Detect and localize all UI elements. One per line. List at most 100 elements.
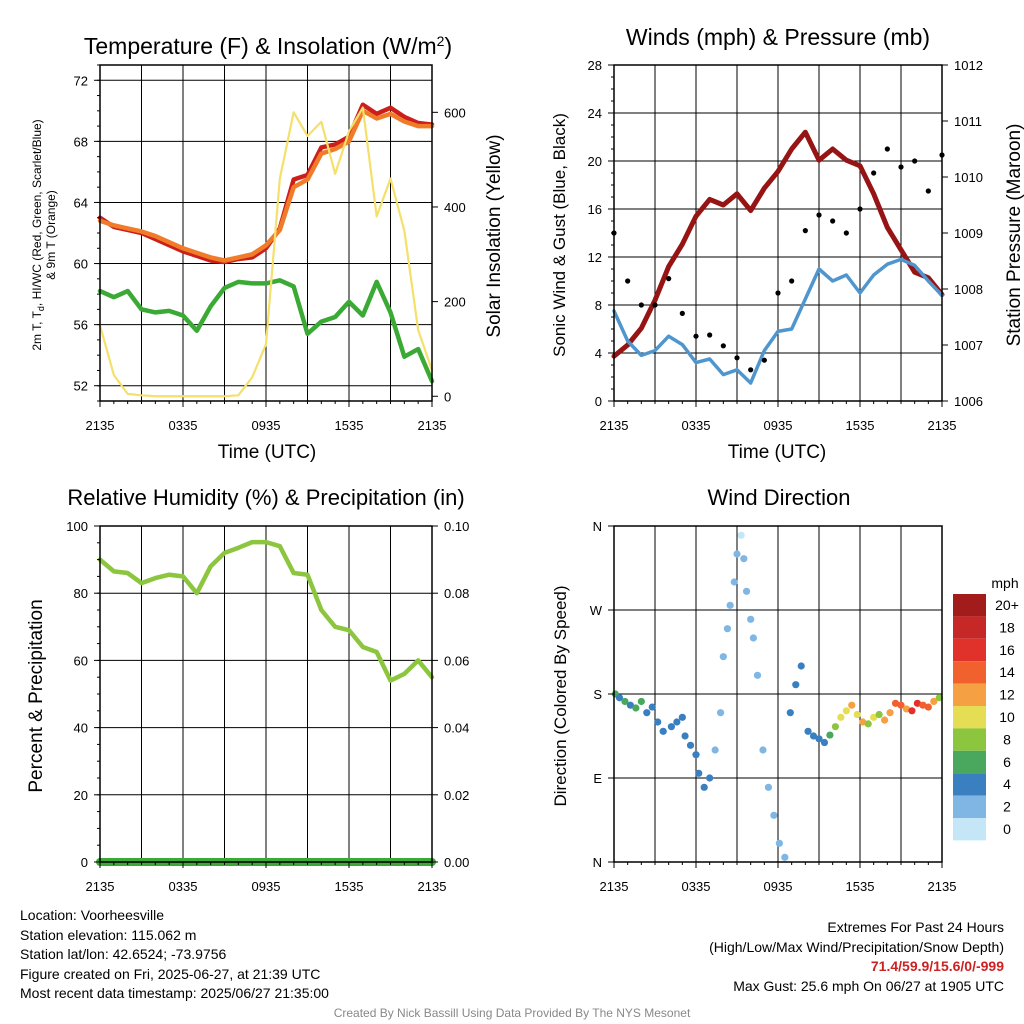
temperature-y-tick-label: 64 (74, 195, 88, 210)
winds-x-tick-label: 1535 (846, 418, 875, 433)
solar-line (98, 106, 434, 398)
wind-direction-point (711, 746, 719, 754)
wind-direction-point (726, 601, 734, 609)
legend-swatch (953, 728, 986, 751)
legend-label: 8 (1003, 731, 1011, 747)
wind-direction-point (853, 710, 861, 719)
wind-line (612, 257, 944, 385)
gust-point (748, 367, 754, 373)
gust-point (693, 333, 699, 339)
wind-direction-point (692, 751, 700, 759)
wind-direction-point (717, 709, 725, 717)
temperature-x-tick-label: 2135 (86, 418, 115, 433)
wind-direction-point (924, 703, 932, 711)
wind-direction-point (837, 713, 845, 721)
temperature-y2-tick-label: 0 (444, 389, 451, 404)
legend-swatch (953, 638, 986, 662)
legend-label: 6 (1003, 754, 1011, 770)
wind-direction-point (686, 741, 695, 749)
gust-point (652, 302, 658, 308)
wind-direction-point (730, 578, 738, 586)
legend-label: 20+ (995, 597, 1019, 613)
humidity-x-tick-label: 1535 (335, 879, 364, 894)
humidity-line (97, 539, 435, 683)
recent-data-timestamp: Most recent data timestamp: 2025/06/27 2… (20, 985, 329, 1001)
gust-point (707, 332, 713, 338)
wind-direction-point (826, 731, 834, 739)
wind-direction-point (864, 720, 872, 728)
station-location: Location: Voorheesville (20, 907, 164, 923)
wind-direction-point (678, 713, 686, 721)
legend-swatch (953, 750, 986, 774)
gust-point (857, 206, 863, 212)
wind-direction-point (749, 634, 758, 642)
wind-direction-point (648, 703, 656, 711)
wind-direction-point (764, 783, 773, 791)
temperature-x-axis-label: Time (UTC) (218, 442, 317, 463)
winds-y2-axis-label: Station Pressure (Maroon) (1004, 124, 1024, 347)
wind-direction-x-tick-label: 0335 (682, 879, 711, 894)
winds-y-tick-label: 8 (595, 298, 602, 313)
humidity-y2-tick-label: 0.10 (444, 519, 469, 534)
wind-direction-point (809, 732, 818, 740)
wind-direction-point (891, 699, 900, 707)
gust-point (625, 278, 631, 284)
wind-direction-point (759, 746, 767, 754)
station-elevation: Station elevation: 115.062 m (20, 926, 197, 943)
wind-direction-point (908, 707, 916, 715)
wind-direction-point (870, 713, 878, 721)
gust-point (871, 170, 877, 176)
wind-direction-chart-title: Wind Direction (707, 485, 850, 510)
humidity-y-tick-label: 60 (74, 653, 88, 668)
winds-x-tick-label: 0335 (682, 418, 711, 433)
wind-direction-point (626, 701, 635, 709)
humidity-y2-tick-label: 0.08 (444, 586, 469, 601)
winds-y2-tick-label: 1012 (954, 58, 983, 73)
legend-swatch (953, 706, 986, 729)
legend-swatch (953, 683, 986, 706)
wind-direction-point (742, 587, 751, 595)
gust-point (761, 357, 767, 363)
wind-direction-point (886, 709, 894, 717)
humidity-x-tick-label: 2135 (86, 879, 115, 894)
wind-direction-y-tick-label: S (593, 687, 602, 702)
gust-point (925, 188, 931, 194)
wind-direction-point (673, 718, 681, 726)
gust-point (830, 218, 836, 224)
temperature-x-tick-label: 0935 (252, 418, 281, 433)
winds-plot-frame (613, 64, 943, 402)
wind-direction-point (902, 705, 911, 713)
wind-direction-point (681, 732, 689, 740)
winds-y-tick-label: 28 (588, 58, 602, 73)
wind-direction-point (719, 653, 727, 661)
winds-y-tick-label: 24 (588, 106, 602, 121)
temperature-chart-title: Temperature (F) & Insolation (W/m2) (84, 33, 452, 59)
wind-direction-point (804, 727, 812, 735)
wind-direction-point (659, 727, 667, 735)
humidity-y-tick-label: 40 (74, 721, 88, 736)
winds-y-tick-label: 4 (595, 346, 602, 361)
temperature-y2-axis-label: Solar Insolation (Yellow) (484, 134, 505, 337)
winds-y-axis-label: Sonic Wind & Gust (Blue, Black) (550, 113, 569, 357)
legend-label: 18 (999, 619, 1015, 635)
wind-direction-point (740, 555, 748, 563)
wind-direction-point (831, 723, 840, 731)
humidity-y2-tick-label: 0.06 (444, 653, 469, 668)
legend-swatch (953, 616, 986, 639)
wind-direction-point (643, 709, 651, 717)
legend-label: 4 (1003, 776, 1011, 792)
gust-point (789, 278, 795, 284)
wind-direction-point (842, 707, 850, 715)
winds-y-tick-label: 16 (588, 202, 602, 217)
humidity-y2-tick-label: 0.02 (444, 788, 469, 803)
temperature-panel: Temperature (F) & Insolation (W/m2) 52 56… (30, 33, 505, 463)
wind-direction-point (632, 704, 640, 712)
temperature-y2-tick-label: 400 (444, 200, 466, 215)
dewpoint-line (97, 278, 435, 384)
winds-y2-tick-label: 1011 (954, 114, 982, 129)
temperature-y2-tick-label: 600 (444, 105, 466, 120)
wind-direction-panel: Wind Direction N E S W N 2135 0335 0935 1535 2135… (551, 485, 1019, 894)
extremes-values: 71.4/59.9/15.6/0/-999 (870, 958, 1004, 974)
legend-title: mph (991, 575, 1018, 591)
